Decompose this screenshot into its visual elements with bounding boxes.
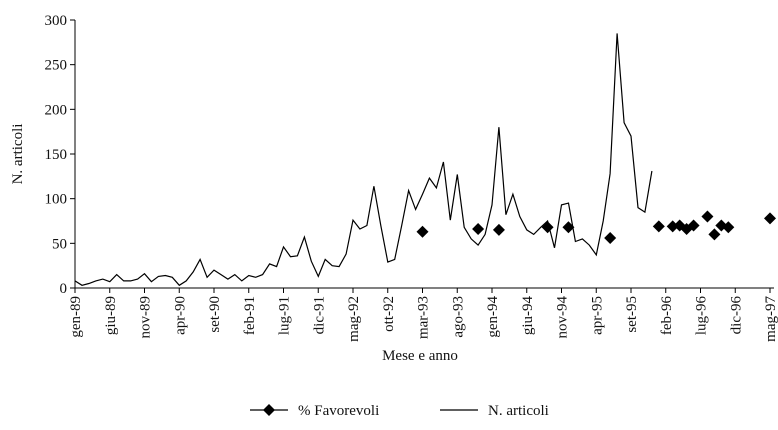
diamond-marker <box>416 225 429 238</box>
y-axis-label: N. articoli <box>10 124 26 185</box>
diamond-marker <box>666 220 679 233</box>
diamond-marker <box>472 223 485 236</box>
x-tick-label: nov-94 <box>555 296 571 339</box>
y-tick-label: 100 <box>45 192 68 208</box>
y-tick-label: 50 <box>52 236 67 252</box>
x-tick-label: gen-94 <box>485 296 501 338</box>
x-tick-label: feb-91 <box>242 296 258 335</box>
x-tick-label: dic-91 <box>311 296 327 334</box>
x-tick-label: apr-90 <box>172 296 188 335</box>
diamond-marker <box>708 228 721 241</box>
diamond-marker <box>687 219 700 232</box>
x-tick-label: mar-93 <box>416 296 432 339</box>
x-tick-label: mag-97 <box>763 296 778 342</box>
line-series <box>74 33 653 287</box>
y-tick-label: 200 <box>45 102 68 118</box>
diamond-marker <box>764 212 776 225</box>
legend-label: N. articoli <box>488 403 549 419</box>
x-tick-label: dic-96 <box>728 296 744 335</box>
diamond-marker <box>604 231 617 244</box>
diamond-marker <box>722 221 735 234</box>
x-tick-label: set-90 <box>207 296 223 333</box>
x-tick-label: giu-94 <box>520 296 536 336</box>
diamond-marker <box>492 223 505 236</box>
legend-marker <box>263 404 275 416</box>
diamond-marker <box>701 210 714 223</box>
x-tick-label: nov-89 <box>138 296 154 339</box>
y-tick-label: 250 <box>45 58 68 74</box>
diamond-marker <box>562 221 575 234</box>
x-tick-label: ott-92 <box>381 296 397 332</box>
x-tick-label: gen-89 <box>68 296 84 338</box>
y-tick-label: 150 <box>45 147 68 163</box>
x-tick-label: set-95 <box>624 296 640 333</box>
x-tick-label: mag-92 <box>346 296 362 342</box>
x-tick-label: giu-89 <box>103 296 119 335</box>
x-tick-label: ago-93 <box>450 296 466 338</box>
legend-label: % Favorevoli <box>298 403 379 419</box>
x-tick-label: lug-96 <box>694 296 710 336</box>
x-tick-label: lug-91 <box>277 296 293 335</box>
y-tick-label: 300 <box>45 13 68 29</box>
x-tick-label: feb-96 <box>659 296 675 336</box>
diamond-marker <box>652 220 665 233</box>
y-tick-label: 0 <box>60 281 68 297</box>
x-axis-label: Mese e anno <box>382 348 458 364</box>
x-tick-label: apr-95 <box>589 296 605 335</box>
